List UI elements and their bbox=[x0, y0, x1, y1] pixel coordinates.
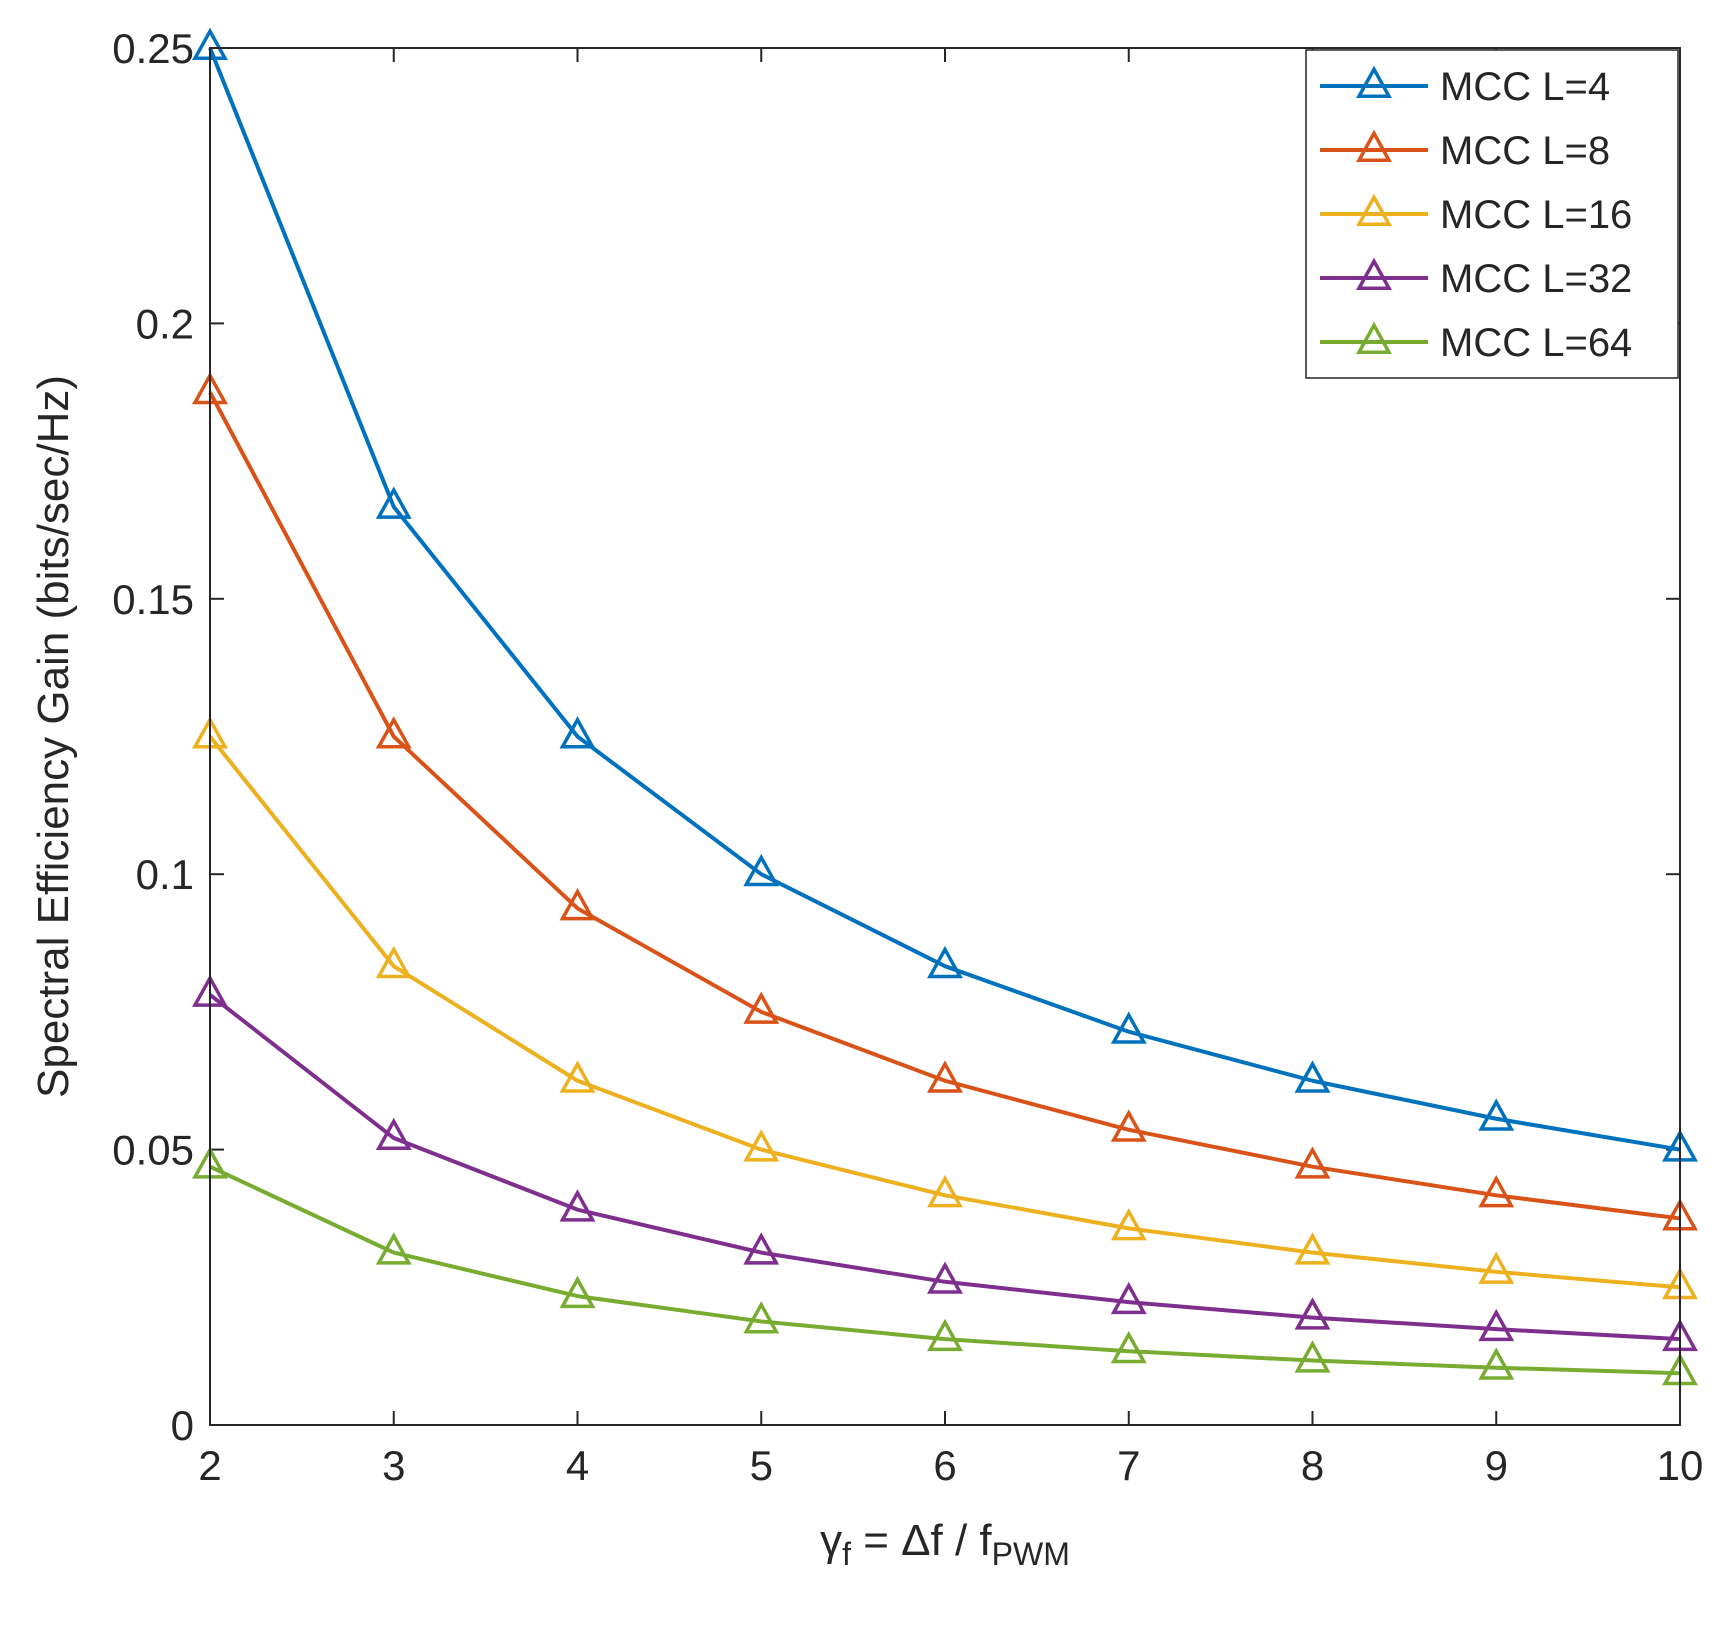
data-point bbox=[1478, 1308, 1515, 1342]
plot-area-frame bbox=[209, 47, 1681, 1426]
data-point bbox=[1478, 1098, 1515, 1131]
legend-marker bbox=[1356, 257, 1392, 291]
data-point bbox=[559, 1275, 596, 1309]
x-tick-label: 5 bbox=[750, 1442, 773, 1489]
legend-items: MCC L=4 MCC L=8 MCC L=16 MCC L=32 MCC L=64 bbox=[1320, 65, 1632, 365]
data-point bbox=[927, 945, 963, 979]
data-point bbox=[1478, 1347, 1515, 1380]
data-point bbox=[743, 853, 780, 887]
data-point bbox=[1294, 1340, 1331, 1373]
x-tick-labels: 2 3 4 5 6 7 8 9 10 bbox=[198, 1442, 1703, 1489]
y-tick-label: 0.15 bbox=[112, 576, 194, 623]
data-point bbox=[1110, 1208, 1147, 1241]
y-tick-label: 0 bbox=[171, 1402, 194, 1449]
series-line bbox=[208, 47, 1681, 1152]
y-tick-label: 0.25 bbox=[112, 25, 194, 72]
data-point bbox=[743, 991, 780, 1024]
series-line bbox=[208, 735, 1681, 1290]
y-tick-label: 0.2 bbox=[136, 300, 194, 347]
y-axis-label: Spectral Efficiency Gain (bits/sec/Hz) bbox=[29, 375, 78, 1098]
x-tick-label: 4 bbox=[566, 1442, 589, 1489]
data-point bbox=[375, 486, 412, 519]
x-tick-label: 7 bbox=[1117, 1442, 1140, 1489]
series-line bbox=[208, 391, 1681, 1221]
data-point bbox=[743, 1129, 780, 1162]
data-point bbox=[375, 716, 412, 749]
legend-marker bbox=[1356, 193, 1392, 227]
data-point bbox=[927, 1060, 963, 1093]
data-point bbox=[559, 888, 596, 921]
legend-label: MCC L=4 bbox=[1440, 65, 1610, 109]
y-tick-labels: 0 0.05 0.1 0.15 0.2 0.25 bbox=[112, 25, 194, 1449]
series-mcc-l-4 bbox=[192, 27, 1698, 1162]
legend-item: MCC L=4 bbox=[1320, 65, 1610, 109]
x-tick-label: 9 bbox=[1485, 1442, 1508, 1489]
data-point bbox=[1478, 1251, 1515, 1284]
data-point bbox=[743, 1301, 780, 1334]
data-point bbox=[1294, 1297, 1331, 1330]
data-point bbox=[1478, 1174, 1515, 1208]
data-point bbox=[1294, 1146, 1331, 1179]
legend-item: MCC L=16 bbox=[1320, 193, 1632, 237]
x-tick-label: 8 bbox=[1301, 1442, 1324, 1489]
series-mcc-l-16 bbox=[192, 716, 1698, 1300]
data-point bbox=[559, 1060, 596, 1093]
data-point bbox=[375, 1232, 412, 1265]
data-point bbox=[927, 1174, 963, 1208]
legend-label: MCC L=64 bbox=[1440, 321, 1632, 365]
data-point bbox=[1110, 1011, 1147, 1044]
series-mcc-l-8 bbox=[192, 371, 1698, 1231]
x-axis-label: γf = Δf / fPWM bbox=[820, 1516, 1070, 1572]
x-tick-label: 3 bbox=[382, 1442, 405, 1489]
series-line bbox=[208, 993, 1681, 1342]
x-tick-label: 2 bbox=[198, 1442, 221, 1489]
y-tick-label: 0.05 bbox=[112, 1127, 194, 1174]
data-point bbox=[1110, 1330, 1147, 1364]
data-point bbox=[927, 1261, 963, 1294]
legend-item: MCC L=64 bbox=[1320, 321, 1632, 365]
legend-item: MCC L=8 bbox=[1320, 129, 1610, 173]
data-point bbox=[375, 945, 412, 979]
legend-label: MCC L=16 bbox=[1440, 193, 1632, 237]
legend: MCC L=4 MCC L=8 MCC L=16 MCC L=32 MCC L=64 bbox=[1305, 49, 1679, 379]
data-point bbox=[1110, 1281, 1147, 1315]
legend-label: MCC L=32 bbox=[1440, 257, 1632, 301]
data-point bbox=[927, 1318, 963, 1352]
legend-label: MCC L=8 bbox=[1440, 129, 1610, 173]
data-point bbox=[1294, 1060, 1331, 1093]
data-point bbox=[559, 716, 596, 749]
data-point bbox=[559, 1189, 596, 1222]
y-tick-label: 0.1 bbox=[136, 851, 194, 898]
data-point bbox=[743, 1232, 780, 1265]
data-point bbox=[1294, 1232, 1331, 1265]
x-tick-label: 10 bbox=[1657, 1442, 1704, 1489]
legend-item: MCC L=32 bbox=[1320, 257, 1632, 301]
x-axis-label-symbol-subscript: f bbox=[842, 1536, 851, 1572]
data-point bbox=[1110, 1109, 1147, 1142]
x-axis-label-symbol: γ bbox=[820, 1516, 842, 1565]
x-tick-label: 6 bbox=[933, 1442, 956, 1489]
series-line bbox=[209, 1164, 1681, 1376]
x-axis-label-middle: = Δf / f bbox=[851, 1516, 992, 1565]
legend-marker bbox=[1356, 321, 1392, 355]
legend-marker bbox=[1356, 129, 1392, 163]
data-point bbox=[375, 1117, 412, 1151]
legend-marker bbox=[1356, 65, 1392, 99]
x-axis-label-end-subscript: PWM bbox=[992, 1536, 1070, 1572]
